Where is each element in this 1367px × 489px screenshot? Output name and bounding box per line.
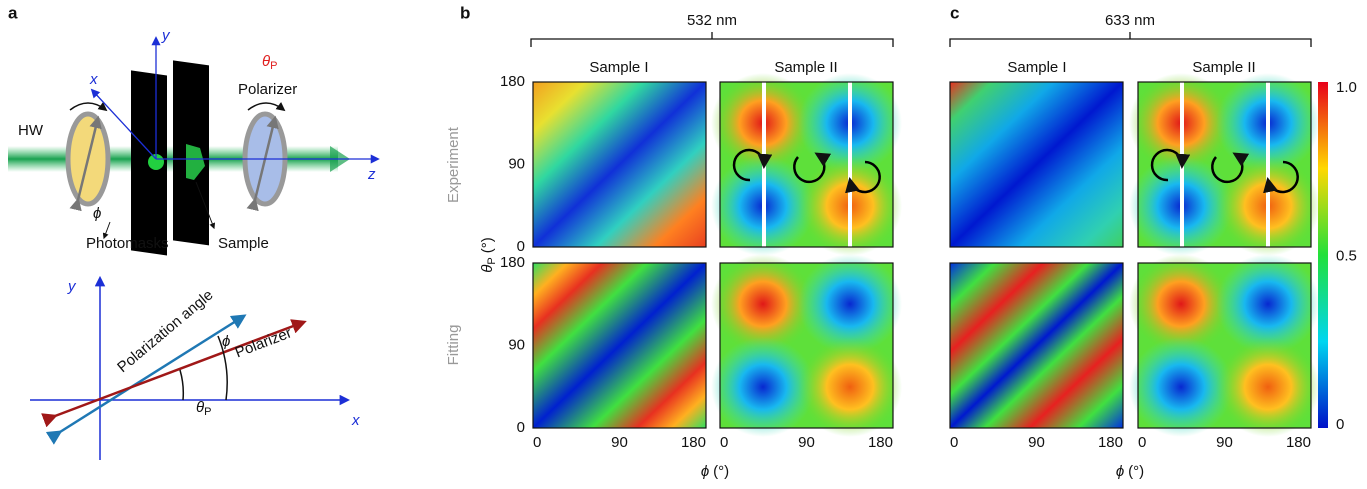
x-tick-label: 0	[533, 434, 541, 451]
column-title: Sample II	[774, 59, 837, 76]
y-tick-label: 0	[517, 238, 525, 255]
x-tick-label: 180	[681, 434, 706, 451]
y-tick-label: 90	[508, 336, 525, 353]
y-unit: (°)	[479, 237, 496, 253]
phi-label: ϕ	[93, 205, 101, 222]
x-unit: (°)	[713, 463, 729, 480]
heatmap	[1129, 254, 1320, 437]
x-symbol: ϕ	[1116, 463, 1124, 480]
y-tick-label: 0	[517, 419, 525, 436]
x-tick-label: 90	[1216, 434, 1233, 451]
x-tick-label: 90	[798, 434, 815, 451]
row-label: Experiment	[445, 126, 462, 203]
theta: θ	[262, 53, 270, 70]
y-sub: P	[486, 257, 498, 264]
heatmap	[533, 82, 706, 247]
photomasks-label: Photomasks	[86, 235, 169, 252]
y-axis-title: θP (°)	[479, 237, 498, 272]
polarizer-label: Polarizer	[233, 324, 294, 361]
heatmap	[950, 263, 1123, 428]
axis-label: y	[161, 27, 171, 44]
colorbar	[1318, 82, 1328, 428]
x-tick-label: 90	[1028, 434, 1045, 451]
panel-label: a	[8, 3, 18, 22]
hw-label: HW	[18, 122, 44, 139]
sample-label: Sample	[218, 235, 269, 252]
theta-label: θP	[196, 399, 211, 418]
theta-sub: P	[204, 406, 211, 418]
colorbar-tick-label: 0.5	[1336, 247, 1357, 264]
theta-label: θP	[262, 53, 277, 72]
row-label: Fitting	[445, 325, 462, 366]
x-unit: (°)	[1128, 463, 1144, 480]
y-tick-label: 180	[500, 254, 525, 271]
heatmap	[533, 263, 706, 428]
y-symbol: θ	[479, 265, 496, 273]
axis-label: y	[67, 278, 77, 295]
axis-label: x	[351, 412, 360, 429]
x-axis-title: ϕ (°)	[701, 463, 729, 480]
x-tick-label: 0	[720, 434, 728, 451]
heatmap	[950, 82, 1123, 247]
theta-sub: P	[270, 60, 277, 72]
wavelength: 633 nm	[1105, 12, 1155, 29]
polarizer-label: Polarizer	[238, 81, 297, 98]
panel-label: b	[460, 3, 470, 22]
sample	[186, 144, 205, 180]
x-symbol: ϕ	[701, 463, 709, 480]
panel-label: c	[950, 3, 959, 22]
y-tick-label: 90	[508, 155, 525, 172]
heatmap	[711, 254, 902, 437]
x-tick-label: 180	[1286, 434, 1311, 451]
column-title: Sample I	[1007, 59, 1066, 76]
x-tick-label: 90	[611, 434, 628, 451]
x-tick-label: 180	[868, 434, 893, 451]
colorbar-tick-label: 1.0	[1336, 79, 1357, 96]
x-tick-label: 180	[1098, 434, 1123, 451]
x-tick-label: 0	[950, 434, 958, 451]
axis-label: x	[89, 71, 98, 88]
phi-label: ϕ	[222, 333, 230, 350]
theta: θ	[196, 399, 204, 416]
colorbar-tick-label: 0	[1336, 416, 1344, 433]
x-axis-title: ϕ (°)	[1116, 463, 1144, 480]
x-tick-label: 0	[1138, 434, 1146, 451]
column-title: Sample I	[589, 59, 648, 76]
wavelength: 532 nm	[687, 12, 737, 29]
axis-label: z	[367, 166, 376, 183]
polarization-angle-label: Polarization angle	[114, 286, 216, 376]
column-title: Sample II	[1192, 59, 1255, 76]
y-tick-label: 180	[500, 73, 525, 90]
